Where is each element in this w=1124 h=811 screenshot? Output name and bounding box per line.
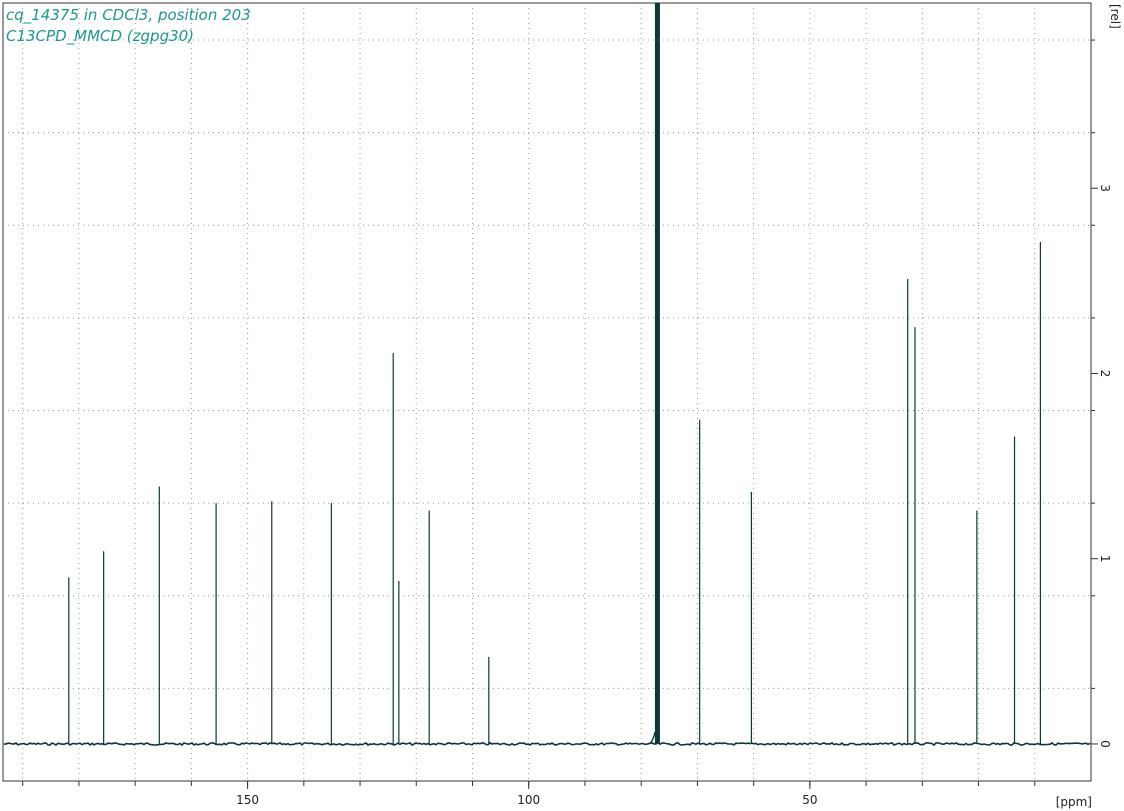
solvent-peak-shoulder — [648, 731, 656, 745]
spectrum-baseline — [3, 741, 1091, 747]
grid — [3, 3, 1091, 781]
solvent-peak — [654, 3, 660, 744]
y-tick-label: 2 — [1098, 370, 1112, 378]
x-tick-label: 150 — [236, 793, 259, 807]
y-tick-label: 0 — [1098, 740, 1112, 748]
x-tick-label: 50 — [802, 793, 817, 807]
y-tick-label: 3 — [1098, 184, 1112, 192]
x-tick-label: 100 — [517, 793, 540, 807]
plot-frame — [2, 2, 1092, 782]
x-axis-label: [ppm] — [1056, 795, 1092, 809]
x-axis: 150 100 50 — [22, 781, 1036, 807]
y-axis-label: [rel] — [1108, 4, 1122, 29]
y-axis: 0 1 2 3 — [1091, 39, 1112, 748]
spectrum-title-line-2: C13CPD_MMCD (zgpg30) — [6, 27, 195, 45]
spectrum-title-line-1: cq_14375 in CDCl3, position 203 — [6, 6, 251, 24]
y-tick-label: 1 — [1098, 555, 1112, 563]
spectrum — [3, 3, 1091, 747]
